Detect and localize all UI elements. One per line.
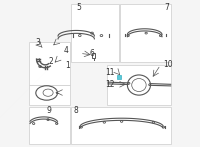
Text: 12: 12 xyxy=(106,80,115,89)
FancyBboxPatch shape xyxy=(71,107,171,144)
Text: 6: 6 xyxy=(90,49,95,58)
Text: 1: 1 xyxy=(65,61,70,70)
Text: 10: 10 xyxy=(164,60,173,69)
Text: 5: 5 xyxy=(77,3,82,12)
Text: 8: 8 xyxy=(74,106,79,115)
Text: 4: 4 xyxy=(64,46,69,55)
FancyBboxPatch shape xyxy=(29,42,70,85)
FancyBboxPatch shape xyxy=(71,4,119,62)
Text: 9: 9 xyxy=(46,106,51,115)
Text: 2: 2 xyxy=(49,57,53,66)
FancyBboxPatch shape xyxy=(29,107,70,144)
FancyBboxPatch shape xyxy=(29,85,70,105)
Text: 3: 3 xyxy=(36,38,40,47)
FancyBboxPatch shape xyxy=(120,4,171,62)
Text: 7: 7 xyxy=(164,3,169,12)
FancyBboxPatch shape xyxy=(107,65,171,105)
FancyBboxPatch shape xyxy=(117,75,121,79)
Text: 11: 11 xyxy=(106,68,115,77)
